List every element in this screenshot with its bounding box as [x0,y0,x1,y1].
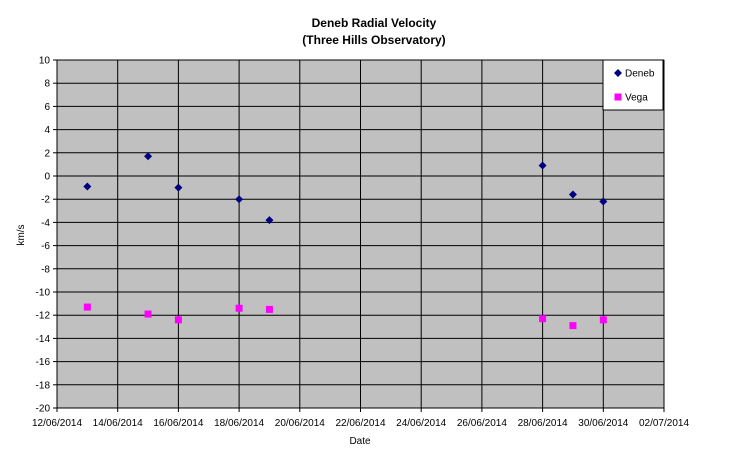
deneb-point [265,216,274,225]
vega-point [144,310,152,318]
deneb-point [174,183,183,192]
x-tick-label: 16/06/2014 [153,418,203,429]
axes [56,60,664,409]
y-tick-label: -20 [36,404,51,415]
x-tick-label: 12/06/2014 [32,418,82,429]
x-tick-labels: 12/06/2014 14/06/2014 16/06/2014 18/06/2014… [32,418,689,429]
legend-box [602,59,664,111]
y-tick-label: 0 [44,172,50,183]
vega-legend-marker [614,93,622,101]
y-tick-label: 10 [39,56,51,67]
y-axis-label: km/s [16,224,27,245]
deneb-point [235,195,244,204]
vega-point [539,315,547,323]
deneb-point [538,161,547,170]
y-tick-label: -18 [36,380,51,391]
y-tick-label: 6 [44,102,50,113]
x-tick-label: 26/06/2014 [457,418,507,429]
chart-subtitle: (Three Hills Observatory) [302,33,445,47]
y-tick-label: -16 [36,357,51,368]
gridlines [53,59,665,412]
vega-point [569,322,577,330]
y-tick-label: -8 [41,264,50,275]
x-tick-label: 14/06/2014 [93,418,143,429]
chart-title: Deneb Radial Velocity [312,16,437,30]
y-tick-label: 2 [44,148,50,159]
deneb-point [144,152,153,161]
deneb-legend-marker [614,69,622,77]
y-tick-label: -6 [41,241,50,252]
y-tick-label: 4 [44,125,50,136]
deneb-point [599,197,608,206]
deneb-point [83,182,92,191]
x-axis-label: Date [349,436,371,447]
y-tick-label: -2 [41,195,50,206]
x-tick-label: 24/06/2014 [396,418,446,429]
y-tick-label: -10 [36,288,51,299]
y-tick-label: -12 [36,311,51,322]
vega-point [174,316,182,324]
vega-point [599,316,607,324]
vega-legend-label: Vega [625,93,648,104]
x-tick-label: 20/06/2014 [275,418,325,429]
y-tick-label: -14 [36,334,51,345]
vega-point [235,304,243,312]
x-tick-label: 18/06/2014 [214,418,264,429]
y-tick-label: -4 [41,218,50,229]
deneb-legend-label: Deneb [625,69,655,80]
vega-point [265,305,273,313]
x-tick-label: 22/06/2014 [335,418,385,429]
vega-point [83,303,91,311]
y-tick-label: 8 [44,79,50,90]
legend: Deneb Vega [602,59,664,111]
x-tick-label: 02/07/2014 [639,418,689,429]
deneb-point [568,190,577,199]
y-tick-labels: 10 8 6 4 2 0 -2 -4 -6 -8 -10 -12 -14 -16 -18 -20 [36,56,51,415]
data-points [83,152,608,330]
x-tick-label: 30/06/2014 [578,418,628,429]
x-tick-label: 28/06/2014 [518,418,568,429]
